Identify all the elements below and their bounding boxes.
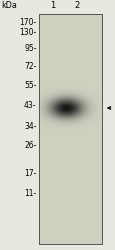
- Text: 55-: 55-: [24, 80, 36, 90]
- Bar: [39, 0, 101, 14]
- Text: 17-: 17-: [24, 169, 36, 178]
- Text: 170-: 170-: [19, 18, 36, 27]
- Bar: [39, 14, 101, 244]
- Text: 43-: 43-: [24, 100, 36, 110]
- Text: 95-: 95-: [24, 44, 36, 53]
- Text: 72-: 72-: [24, 62, 36, 71]
- Text: 1: 1: [50, 0, 55, 10]
- Bar: [0, 0, 39, 250]
- Text: 130-: 130-: [19, 28, 36, 37]
- Text: 26-: 26-: [24, 140, 36, 149]
- Text: 2: 2: [73, 0, 79, 10]
- Text: 11-: 11-: [24, 189, 36, 198]
- Text: 34-: 34-: [24, 122, 36, 131]
- Bar: [39, 244, 101, 250]
- Bar: [39, 14, 101, 244]
- Text: kDa: kDa: [1, 0, 17, 10]
- Bar: [39, 14, 101, 244]
- Bar: [101, 0, 115, 250]
